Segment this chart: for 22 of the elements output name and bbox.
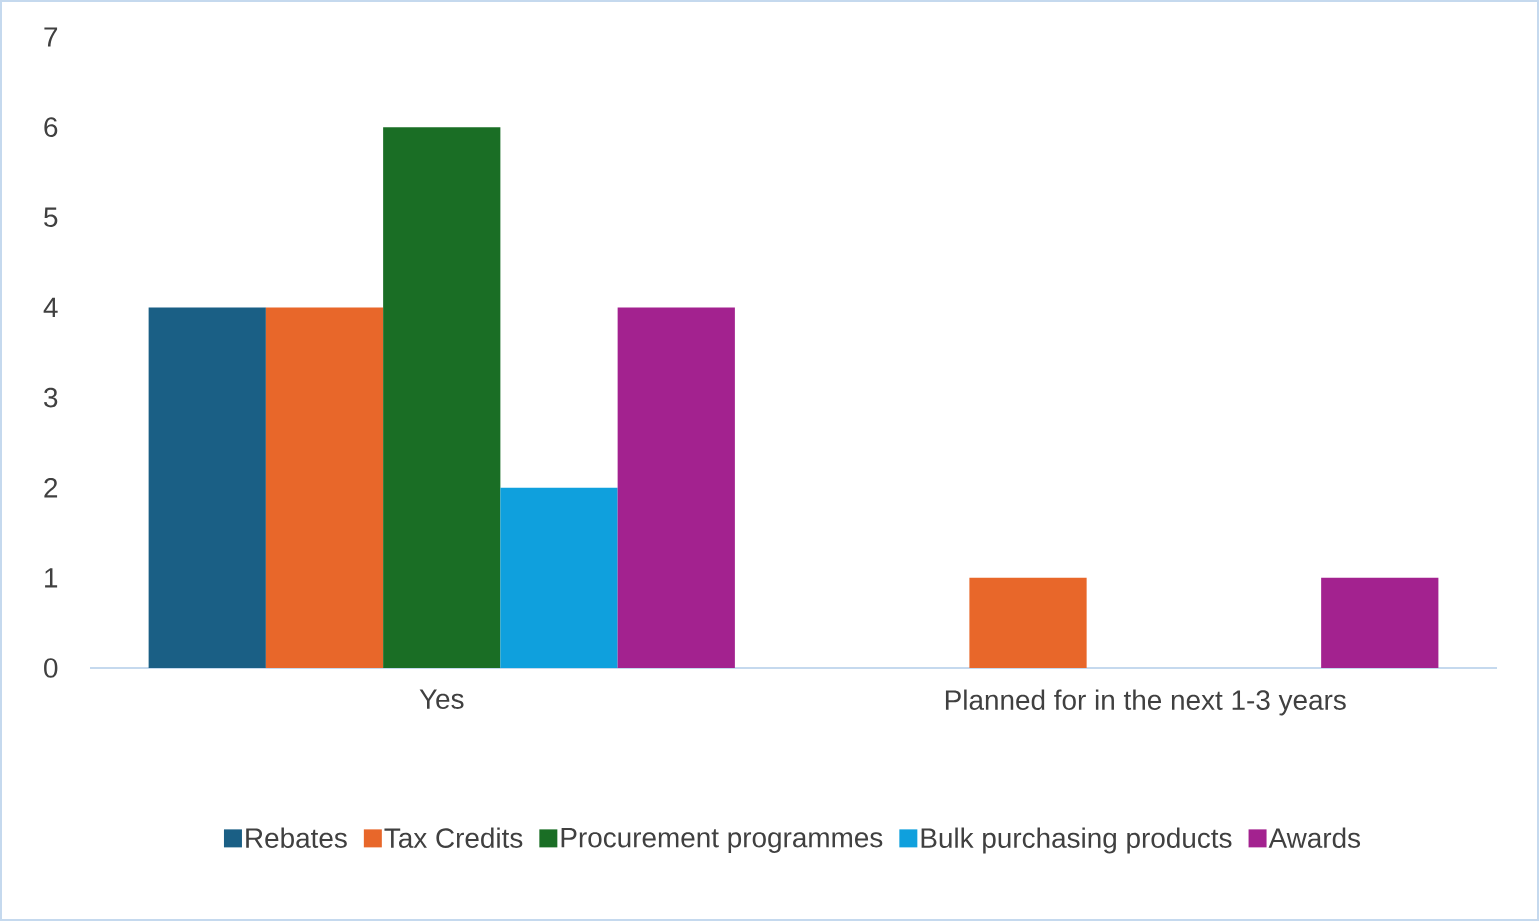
bar	[617, 307, 735, 668]
bar	[1321, 577, 1439, 668]
y-tick-label: 1	[45, 568, 58, 588]
x-tick-label: Planned for in the next 1-3 years	[945, 689, 1346, 716]
y-tick-label: 3	[44, 387, 58, 408]
bar	[969, 577, 1087, 668]
y-tick-label: 4	[43, 297, 58, 318]
bar	[383, 127, 501, 668]
bar	[265, 307, 384, 668]
legend-label: Rebates	[246, 827, 347, 848]
y-tick-label: 0	[44, 658, 58, 678]
legend-label: Procurement programmes	[561, 828, 883, 853]
legend-label: Awards	[1268, 827, 1361, 848]
legend-label: Tax Credits	[384, 827, 523, 848]
y-tick-label: 2	[44, 477, 58, 498]
y-tick-label: 7	[44, 27, 58, 47]
y-tick-label: 5	[44, 207, 58, 227]
y-tick-label: 6	[44, 117, 58, 137]
legend-label: Bulk purchasing products	[921, 827, 1232, 854]
bar	[500, 487, 618, 668]
bar	[148, 307, 266, 668]
x-tick-label: Yes	[419, 689, 464, 709]
